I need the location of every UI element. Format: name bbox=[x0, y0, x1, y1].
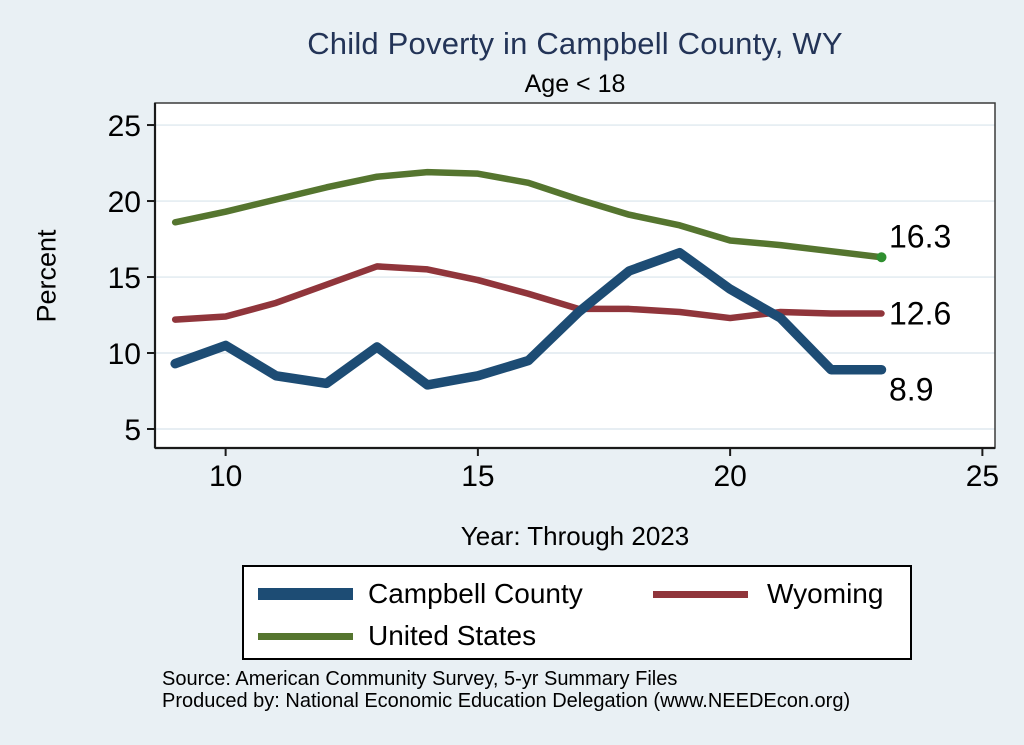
legend-label-united-states: United States bbox=[368, 620, 537, 651]
line-wyoming bbox=[171, 263, 885, 323]
x-tick-label: 10 bbox=[209, 460, 242, 493]
plot-area bbox=[155, 103, 995, 448]
x-tick-label: 15 bbox=[461, 460, 494, 493]
y-tick-label: 20 bbox=[108, 186, 141, 219]
chart-title: Child Poverty in Campbell County, WY bbox=[307, 26, 843, 61]
end-label-wyoming: 12.6 bbox=[889, 295, 951, 331]
y-tick-label: 5 bbox=[124, 414, 141, 447]
legend-label-wyoming: Wyoming bbox=[767, 578, 884, 609]
line-campbell-county bbox=[170, 247, 887, 390]
x-axis-title: Year: Through 2023 bbox=[460, 521, 690, 551]
end-label-campbell-county: 8.9 bbox=[889, 372, 933, 408]
y-tick-label: 10 bbox=[108, 338, 141, 371]
chart-subtitle: Age < 18 bbox=[524, 70, 626, 98]
end-label-united-states: 16.3 bbox=[889, 218, 951, 254]
line-united-states bbox=[171, 168, 885, 261]
source-note: Source: American Community Survey, 5-yr … bbox=[162, 668, 678, 690]
x-tick-label: 20 bbox=[713, 460, 746, 493]
legend-label-campbell-county: Campbell County bbox=[368, 578, 583, 609]
legend-swatch-united-states bbox=[258, 633, 353, 640]
legend-swatch-campbell-county bbox=[258, 588, 353, 600]
legend-swatch-wyoming bbox=[653, 591, 748, 598]
producer-note: Produced by: National Economic Education… bbox=[162, 690, 851, 712]
legend: Campbell County Wyoming United States bbox=[242, 565, 912, 660]
end-marker-united-states bbox=[876, 252, 887, 263]
y-tick-label: 15 bbox=[108, 262, 141, 295]
y-tick-label: 25 bbox=[108, 110, 141, 143]
x-tick-label: 25 bbox=[966, 460, 999, 493]
